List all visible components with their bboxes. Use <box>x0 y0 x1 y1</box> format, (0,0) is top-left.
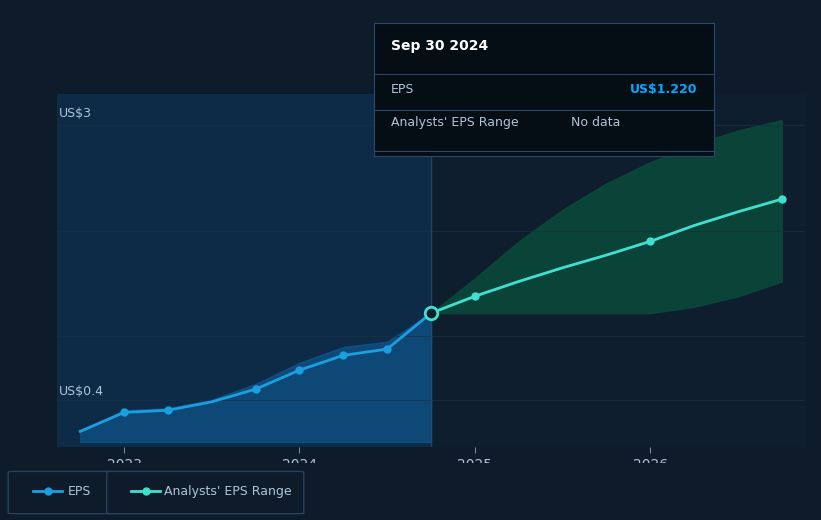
Text: US$1.220: US$1.220 <box>630 83 697 96</box>
Text: Analysts' EPS Range: Analysts' EPS Range <box>391 116 518 129</box>
FancyBboxPatch shape <box>8 471 115 514</box>
Text: EPS: EPS <box>67 485 90 498</box>
Text: No data: No data <box>571 116 621 129</box>
FancyBboxPatch shape <box>107 471 304 514</box>
Text: US$3: US$3 <box>59 107 92 120</box>
Text: Analysts Forecasts: Analysts Forecasts <box>445 104 562 117</box>
Text: EPS: EPS <box>391 83 414 96</box>
Text: Analysts' EPS Range: Analysts' EPS Range <box>164 485 291 498</box>
Text: Sep 30 2024: Sep 30 2024 <box>391 40 488 54</box>
Text: Actual: Actual <box>383 104 422 117</box>
Text: US$0.4: US$0.4 <box>59 385 104 398</box>
Bar <box>57 94 431 447</box>
